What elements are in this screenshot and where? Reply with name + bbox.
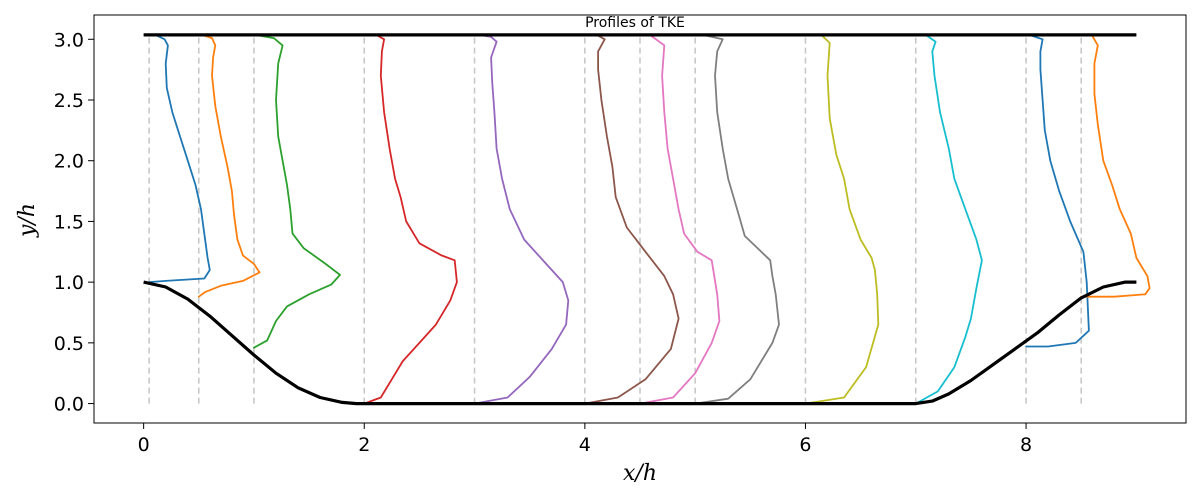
x-tick-label-2: 4 [579, 434, 591, 456]
reference-lines [148, 34, 1083, 404]
profile-line-6 [639, 34, 721, 405]
y-tick-label-4: 2.0 [54, 151, 84, 173]
chart-title: Profiles of TKE [585, 15, 685, 31]
x-tick-label-3: 6 [799, 434, 811, 456]
profile-line-10 [1025, 34, 1090, 348]
boundary-walls [143, 33, 1137, 406]
x-tick-label-4: 8 [1020, 434, 1032, 456]
profile-line-4 [473, 34, 570, 405]
series-group [148, 34, 1151, 405]
x-tick-label-1: 2 [358, 434, 370, 456]
profile-line-7 [694, 34, 780, 405]
plot-frame [93, 14, 1187, 424]
profile-line-0 [148, 34, 211, 284]
profile-line-8 [804, 34, 880, 405]
y-axis: 0.0 0.5 1.0 1.5 2.0 2.5 3.0 [54, 29, 94, 416]
y-tick-label-5: 2.5 [54, 90, 84, 112]
profile-line-3 [363, 34, 458, 405]
profile-line-1 [197, 34, 261, 298]
plot-area [143, 33, 1151, 406]
profile-line-2 [252, 34, 341, 349]
profile-line-5 [583, 34, 680, 405]
y-tick-label-1: 0.5 [54, 333, 84, 355]
profile-line-11 [1080, 34, 1151, 298]
x-axis-label: x/h [623, 461, 657, 486]
profile-line-9 [914, 34, 983, 405]
bottom-hill-wall [143, 280, 1137, 406]
x-tick-label-0: 0 [138, 434, 150, 456]
x-axis: 0 2 4 6 8 [138, 423, 1032, 456]
y-axis-label: y/h [15, 203, 40, 238]
y-tick-label-3: 1.5 [54, 211, 84, 233]
y-tick-label-2: 1.0 [54, 272, 84, 294]
y-tick-label-0: 0.0 [54, 394, 84, 416]
y-tick-label-6: 3.0 [54, 29, 84, 51]
